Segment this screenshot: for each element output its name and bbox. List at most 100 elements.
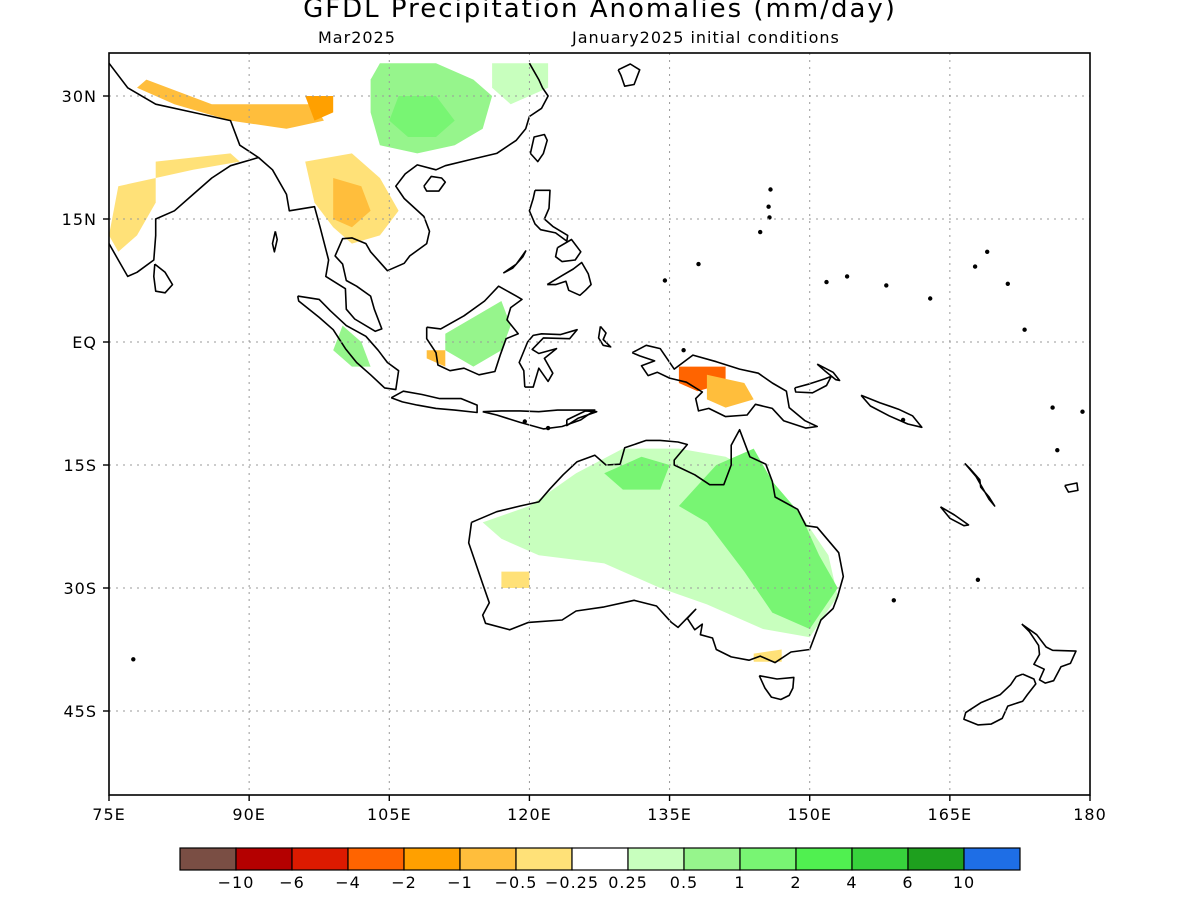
colorbar-swatch-4 bbox=[403, 847, 461, 871]
y-tick-label: EQ bbox=[72, 333, 97, 352]
islet-23 bbox=[696, 261, 701, 267]
coast-borneo bbox=[425, 285, 523, 376]
coast-java bbox=[390, 390, 478, 414]
islet-9 bbox=[768, 187, 773, 192]
islet-21 bbox=[681, 348, 686, 353]
colorbar-swatch-12 bbox=[851, 847, 909, 871]
islet-19 bbox=[545, 425, 551, 431]
coast-new-caledonia bbox=[939, 506, 970, 527]
colorbar-swatch-3 bbox=[347, 847, 405, 871]
coast-vanuatu bbox=[964, 462, 996, 507]
islet-0 bbox=[844, 274, 850, 279]
forecast-month: Mar2025 bbox=[318, 28, 396, 47]
x-tick-label: 165E bbox=[928, 805, 973, 824]
coast-australia bbox=[467, 428, 845, 664]
colorbar-swatch-8 bbox=[627, 847, 685, 871]
colorbar-swatch-9 bbox=[683, 847, 741, 871]
islet-12 bbox=[1022, 327, 1027, 332]
anomaly-region-4 bbox=[305, 96, 334, 121]
coast-taiwan bbox=[529, 133, 549, 163]
islet-11 bbox=[900, 417, 906, 423]
colorbar-label: −6 bbox=[279, 873, 305, 892]
coast-timor bbox=[565, 410, 598, 427]
anomaly-region-16 bbox=[604, 456, 670, 490]
islet-22 bbox=[662, 278, 668, 283]
colorbar-label: 0.5 bbox=[670, 873, 698, 892]
initial-conditions-label: January2025 initial conditions bbox=[572, 28, 840, 47]
axis-ticks: 75E 90E 105E 120E 135E 150E 165E 180 30N 15N EQ 15S… bbox=[62, 87, 1106, 824]
coast-luzon bbox=[528, 189, 569, 242]
colorbar-swatch-2 bbox=[291, 847, 349, 871]
coast-new-guinea bbox=[631, 344, 819, 429]
colorbar-swatch-0 bbox=[179, 847, 237, 871]
colorbar-label: −0.5 bbox=[495, 873, 538, 892]
x-tick-label: 120E bbox=[507, 805, 552, 824]
islet-8 bbox=[757, 229, 763, 235]
coast-tasmania bbox=[758, 674, 795, 701]
coast-sulawesi bbox=[518, 328, 578, 388]
islet-13 bbox=[1050, 405, 1055, 410]
colorbar-label: 6 bbox=[902, 873, 913, 892]
islet-5 bbox=[972, 264, 978, 269]
coast-lesser-sunda bbox=[482, 409, 596, 430]
colorbar-label: 0.25 bbox=[608, 873, 648, 892]
islet-15 bbox=[1055, 448, 1060, 453]
x-tick-label: 90E bbox=[232, 805, 265, 824]
colorbar-swatch-14 bbox=[963, 847, 1021, 871]
map-title: GFDL Precipitation Anomalies (mm/day) bbox=[303, 0, 897, 24]
anomaly-region-11 bbox=[426, 350, 446, 367]
colorbar-label: −4 bbox=[335, 873, 361, 892]
coast-visayas bbox=[554, 238, 582, 263]
colorbar-label: −10 bbox=[218, 873, 255, 892]
anomaly-region-6 bbox=[333, 178, 371, 228]
anomaly-region-2 bbox=[492, 63, 549, 105]
coastline-layer bbox=[109, 62, 1085, 726]
anomaly-region-10 bbox=[445, 301, 511, 367]
coast-kyushu bbox=[617, 63, 641, 87]
coast-solomons bbox=[860, 394, 923, 429]
anomaly-region-15 bbox=[678, 448, 838, 629]
colorbar-label: 1 bbox=[734, 873, 745, 892]
x-tick-label: 75E bbox=[92, 805, 125, 824]
islet-17 bbox=[891, 598, 896, 603]
coast-india bbox=[109, 62, 260, 278]
y-tick-label: 30N bbox=[62, 87, 97, 106]
islet-7 bbox=[767, 215, 772, 220]
islet-14 bbox=[1080, 409, 1085, 414]
anomaly-region-18 bbox=[753, 649, 782, 662]
colorbar-swatch-6 bbox=[515, 847, 573, 871]
colorbar-label: 10 bbox=[953, 873, 975, 892]
colorbar-swatch-7 bbox=[571, 847, 629, 871]
coast-sri-lanka bbox=[153, 263, 174, 294]
islet-1 bbox=[824, 279, 829, 285]
anomaly-region-1 bbox=[389, 96, 455, 137]
islet-10 bbox=[766, 204, 771, 209]
colorbar: −10 −6 −4 −2 −1 −0.5 −0.25 0.25 0.5 1 2 4 6 10 bbox=[179, 847, 1021, 892]
plot-frame bbox=[108, 52, 1091, 796]
colorbar-swatch-1 bbox=[235, 847, 293, 871]
graticule-grid bbox=[109, 53, 1090, 795]
colorbar-label: −1 bbox=[447, 873, 473, 892]
y-tick-label: 45S bbox=[63, 702, 97, 721]
coast-nz-north bbox=[1021, 623, 1077, 684]
coast-mainland-se-asia bbox=[257, 62, 549, 333]
y-tick-label: 15N bbox=[62, 210, 97, 229]
colorbar-label: −0.25 bbox=[545, 873, 599, 892]
islet-4 bbox=[1005, 281, 1010, 286]
coast-hainan bbox=[423, 175, 447, 192]
x-tick-label: 105E bbox=[367, 805, 412, 824]
anomaly-region-17 bbox=[501, 571, 530, 588]
coast-fiji bbox=[1064, 482, 1079, 493]
islet-6 bbox=[984, 249, 990, 255]
colorbar-label: 4 bbox=[846, 873, 857, 892]
y-tick-label: 15S bbox=[63, 456, 97, 475]
x-tick-label: 135E bbox=[647, 805, 692, 824]
coast-nz-south bbox=[963, 673, 1037, 726]
islet-16 bbox=[975, 577, 981, 582]
anomaly-region-13 bbox=[706, 374, 754, 408]
colorbar-swatch-11 bbox=[795, 847, 853, 871]
anomaly-region-7 bbox=[155, 153, 240, 178]
coast-mindanao bbox=[546, 261, 592, 297]
anomaly-shading-layer bbox=[109, 63, 838, 662]
